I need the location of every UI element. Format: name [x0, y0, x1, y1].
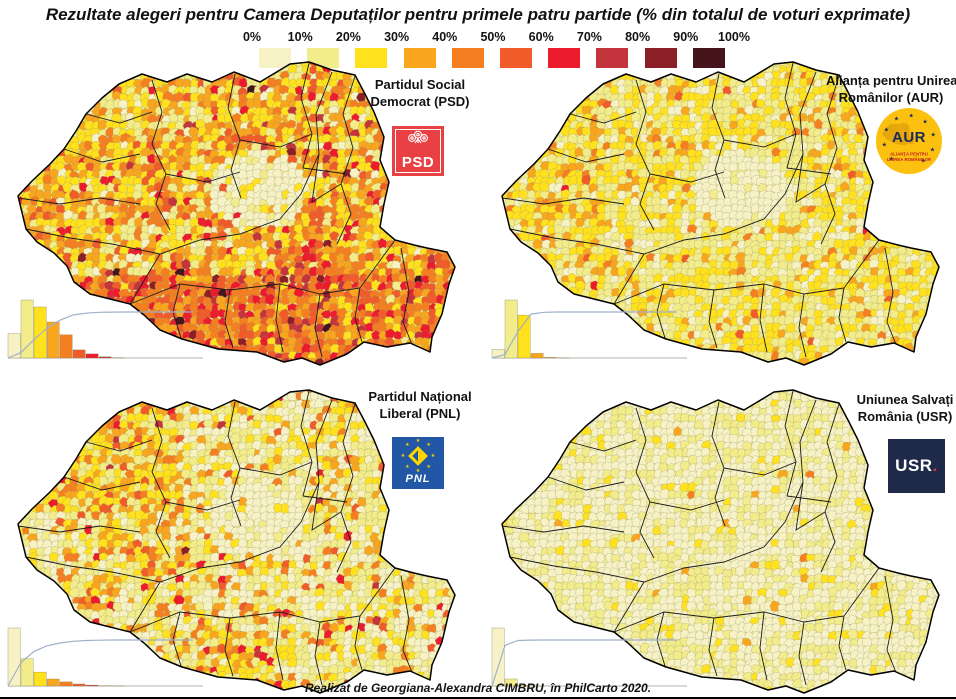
star-icon: ★	[893, 116, 900, 123]
class-frequency-histogram	[491, 627, 687, 687]
legend-tick-label: 70%	[576, 30, 602, 44]
map-usr	[491, 389, 940, 694]
legend-tick-label: 0%	[242, 30, 262, 44]
aur-logo-subtext: ALIANȚA PENTRU UNIREA ROMÂNILOR	[886, 152, 932, 162]
bottom-border	[0, 697, 956, 699]
legend-swatch	[259, 48, 291, 68]
star-icon: ★	[415, 468, 421, 474]
legend-tick-label: 20%	[335, 30, 361, 44]
country-outline	[17, 61, 456, 366]
psd-logo-text: PSD	[401, 154, 435, 171]
county-boundaries	[502, 390, 898, 686]
aur-romania-map-icon	[882, 122, 915, 146]
usr-logo: USR.	[888, 439, 945, 493]
psd-roses-icon	[392, 130, 444, 151]
color-scale-legend: 0% 10% 20% 30% 40% 50% 60% 70% 80% 90% 100%	[228, 30, 768, 72]
usr-logo-text: USR.	[895, 456, 938, 475]
communes-layer	[18, 390, 455, 693]
legend-swatch	[596, 48, 629, 68]
legend-tick-label: 40%	[432, 30, 458, 44]
page-title: Rezultate alegeri pentru Camera Deputați…	[45, 5, 911, 24]
cumulative-curve	[7, 311, 193, 359]
star-icon: ★	[430, 453, 436, 459]
legend-tick-label: 10%	[287, 30, 313, 44]
county-boundaries	[18, 390, 414, 686]
star-icon: ★	[405, 463, 410, 470]
credits-text: Realizat de Georgiana-Alexandra CIMBRU, …	[304, 681, 652, 695]
star-icon: ★	[405, 442, 410, 449]
legend-tick-label: 90%	[673, 30, 699, 44]
pnl-logo-text: PNL	[405, 473, 431, 485]
country-outline	[501, 389, 940, 694]
pnl-logo: ★ ★ ★ ★ ★ ★ ★ ★ PNL	[392, 437, 444, 489]
cumulative-curve	[491, 639, 677, 687]
star-icon: ★	[883, 127, 890, 134]
legend-swatch	[307, 48, 340, 68]
map-aur	[491, 61, 940, 366]
star-icon: ★	[929, 147, 936, 154]
communes-layer	[18, 62, 455, 365]
star-icon: ★	[426, 463, 431, 470]
usr-red-dot-icon: .	[932, 456, 938, 475]
class-frequency-histogram	[491, 299, 687, 359]
county-boundaries	[18, 62, 414, 358]
legend-tick-label: 60%	[528, 30, 554, 44]
cumulative-curve	[7, 639, 193, 687]
star-icon: ★	[930, 132, 936, 139]
psd-map-title: Partidul Social Democrat (PSD)	[370, 77, 470, 110]
pnl-arrow-icon	[412, 450, 424, 462]
star-icon: ★	[922, 119, 928, 126]
aur-logo-text: AUR	[892, 129, 926, 146]
class-frequency-histogram	[7, 627, 203, 687]
star-icon: ★	[920, 158, 927, 165]
usr-map-title: Uniunea Salvați România (USR)	[856, 392, 954, 425]
psd-logo-frame	[395, 129, 441, 173]
star-icon: ★	[400, 453, 406, 459]
country-outline	[501, 61, 940, 366]
map-pnl	[7, 389, 456, 694]
county-boundaries	[502, 62, 898, 358]
star-icon: ★	[415, 438, 421, 444]
legend-swatch	[548, 48, 581, 68]
legend-swatch	[692, 48, 725, 68]
legend-swatch	[355, 48, 388, 68]
legend-tick-label: 80%	[625, 30, 651, 44]
psd-logo: PSD	[392, 126, 444, 176]
legend-swatch	[403, 48, 436, 68]
cumulative-curve	[491, 311, 677, 359]
star-icon: ★	[908, 113, 914, 120]
class-frequency-histogram	[7, 299, 203, 359]
communes-layer	[502, 390, 939, 693]
map-psd	[7, 61, 456, 366]
star-icon: ★	[888, 156, 895, 163]
legend-swatch	[451, 48, 484, 68]
legend-tick-label: 50%	[480, 30, 506, 44]
aur-map-title: Alianța pentru Unirea Românilor (AUR)	[826, 73, 956, 106]
pnl-map-title: Partidul Național Liberal (PNL)	[368, 389, 472, 422]
star-icon: ★	[881, 142, 888, 149]
legend-tick-label: 30%	[384, 30, 410, 44]
pnl-diamond-icon	[408, 446, 428, 466]
country-outline	[17, 389, 456, 694]
aur-logo: ★ ★ ★ ★ ★ ★ ★ ★ ★ AUR ALIANȚA PENTRU UNIREA ROMÂ…	[876, 108, 942, 174]
legend-swatch	[500, 48, 532, 68]
legend-swatch	[644, 48, 677, 68]
star-icon: ★	[426, 442, 431, 449]
legend-tick-label: 100%	[718, 30, 750, 44]
